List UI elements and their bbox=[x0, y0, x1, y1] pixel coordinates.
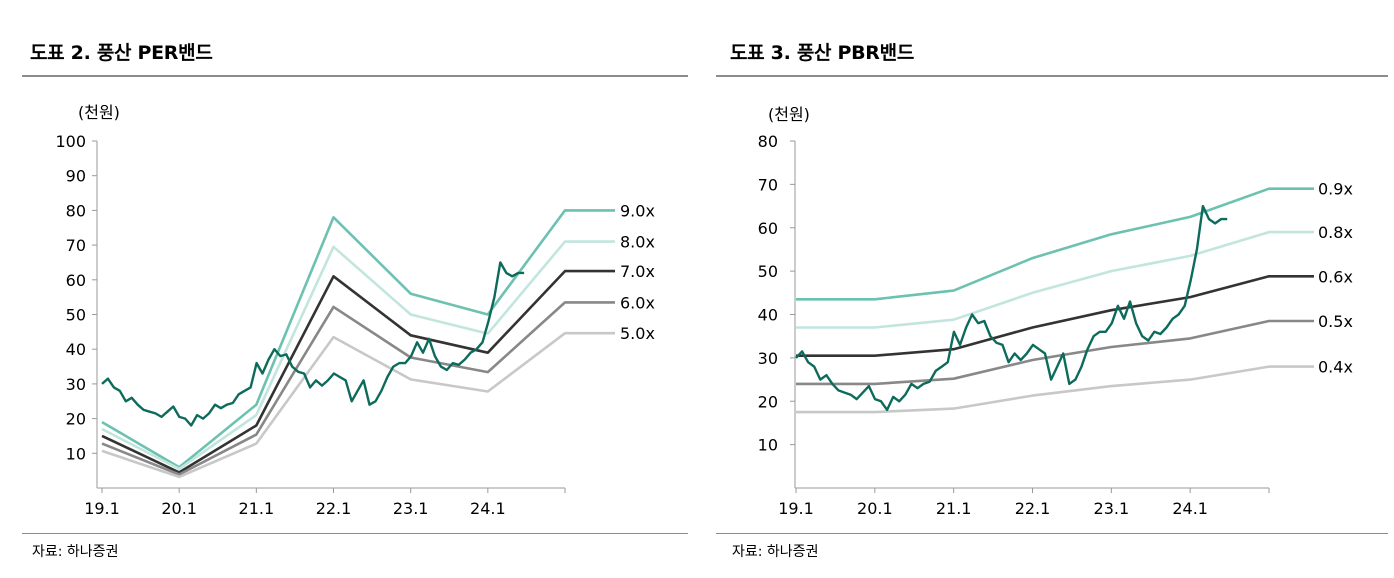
band-line-9.0x bbox=[101, 209, 615, 469]
footer-rule bbox=[22, 533, 688, 534]
y-tick-label: 50 bbox=[758, 262, 778, 281]
band-line-0.8x bbox=[796, 230, 1314, 329]
x-tick-label: 22.1 bbox=[316, 499, 352, 518]
band-line-0.6x bbox=[796, 275, 1314, 358]
y-tick-label: 100 bbox=[55, 132, 86, 151]
title-rule bbox=[716, 75, 1388, 77]
band-label: 0.9x bbox=[1318, 180, 1353, 199]
x-tick-label: 19.1 bbox=[778, 499, 814, 518]
y-tick-label: 40 bbox=[758, 306, 778, 325]
band-label: 0.6x bbox=[1318, 267, 1353, 286]
x-tick-label: 23.1 bbox=[393, 499, 429, 518]
price-line bbox=[795, 204, 1228, 412]
x-tick-label: 20.1 bbox=[161, 499, 197, 518]
x-tick-label: 21.1 bbox=[936, 499, 972, 518]
per-band-chart: (천원) 10 20 30 40 50 60 70 80 90 100 19.1 20.1 21.1 22.… bbox=[55, 103, 655, 518]
band-line-5.0x bbox=[101, 331, 615, 479]
band-line-6.0x bbox=[101, 301, 615, 476]
y-tick-label: 20 bbox=[66, 410, 86, 429]
x-tick-label: 24.1 bbox=[1172, 499, 1208, 518]
y-tick-label: 70 bbox=[758, 175, 778, 194]
unit-label: (천원) bbox=[78, 103, 120, 122]
x-tick-label: 20.1 bbox=[857, 499, 893, 518]
x-tick-label: 23.1 bbox=[1094, 499, 1130, 518]
band-label: 0.8x bbox=[1318, 223, 1353, 242]
band-label: 6.0x bbox=[620, 293, 655, 312]
x-tick-label: 19.1 bbox=[84, 499, 120, 518]
y-tick-label: 70 bbox=[66, 236, 86, 255]
source-note: 자료: 하나증권 bbox=[32, 544, 119, 560]
x-tick-label: 21.1 bbox=[239, 499, 275, 518]
band-label: 0.4x bbox=[1318, 358, 1353, 377]
y-tick-label: 80 bbox=[758, 132, 778, 151]
y-tick-label: 10 bbox=[66, 444, 86, 463]
x-tick-label: 24.1 bbox=[470, 499, 506, 518]
band-label: 0.5x bbox=[1318, 312, 1353, 331]
source-note: 자료: 하나증권 bbox=[732, 544, 819, 560]
band-label: 5.0x bbox=[620, 324, 655, 343]
y-tick-label: 30 bbox=[66, 375, 86, 394]
band-line-7.0x bbox=[101, 269, 615, 474]
chart-title: 도표 3. 풍산 PBR밴드 bbox=[730, 42, 915, 64]
band-label: 7.0x bbox=[620, 262, 655, 281]
unit-label: (천원) bbox=[768, 105, 810, 124]
y-tick-label: 40 bbox=[66, 340, 86, 359]
title-rule bbox=[22, 75, 688, 77]
pbr-band-panel: 도표 3. 풍산 PBR밴드 (천원) 10 20 30 40 50 60 70 80 19.1 2… bbox=[716, 0, 1394, 578]
band-line-0.5x bbox=[796, 319, 1314, 386]
pbr-band-chart: (천원) 10 20 30 40 50 60 70 80 19.1 20.1 21.1 22.1 23.1… bbox=[758, 105, 1353, 518]
y-tick-label: 10 bbox=[758, 436, 778, 455]
y-tick-label: 50 bbox=[66, 306, 86, 325]
band-line-8.0x bbox=[101, 240, 615, 471]
footer-rule bbox=[716, 533, 1388, 534]
y-tick-label: 90 bbox=[66, 167, 86, 186]
chart-title: 도표 2. 풍산 PER밴드 bbox=[30, 42, 213, 64]
x-tick-label: 22.1 bbox=[1015, 499, 1051, 518]
band-line-0.9x bbox=[796, 187, 1314, 301]
band-label: 9.0x bbox=[620, 201, 655, 220]
per-band-panel: 도표 2. 풍산 PER밴드 (천원) 10 20 30 40 50 60 70 80 90 100… bbox=[0, 0, 694, 578]
price-line bbox=[101, 261, 525, 427]
y-tick-label: 20 bbox=[758, 392, 778, 411]
band-label: 8.0x bbox=[620, 233, 655, 252]
y-tick-label: 80 bbox=[66, 201, 86, 220]
band-line-0.4x bbox=[796, 365, 1314, 414]
y-tick-label: 60 bbox=[66, 271, 86, 290]
y-tick-label: 60 bbox=[758, 219, 778, 238]
y-tick-label: 30 bbox=[758, 349, 778, 368]
